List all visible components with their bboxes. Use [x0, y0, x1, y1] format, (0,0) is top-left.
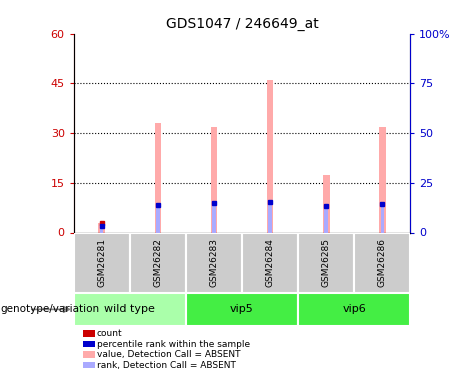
- Bar: [323, 174, 330, 232]
- Title: GDS1047 / 246649_at: GDS1047 / 246649_at: [165, 17, 319, 32]
- Text: rank, Detection Call = ABSENT: rank, Detection Call = ABSENT: [97, 361, 236, 370]
- Bar: [130, 232, 186, 292]
- Text: value, Detection Call = ABSENT: value, Detection Call = ABSENT: [97, 350, 240, 359]
- Bar: [100, 225, 103, 232]
- Bar: [242, 232, 298, 292]
- Bar: [298, 292, 410, 326]
- Bar: [267, 80, 273, 232]
- Text: GSM26285: GSM26285: [322, 238, 331, 287]
- Bar: [213, 202, 216, 232]
- Bar: [298, 232, 354, 292]
- Text: GSM26286: GSM26286: [378, 238, 387, 287]
- Text: GSM26281: GSM26281: [97, 238, 106, 287]
- Text: GSM26282: GSM26282: [154, 238, 162, 287]
- Text: percentile rank within the sample: percentile rank within the sample: [97, 340, 250, 349]
- Text: vip6: vip6: [343, 304, 366, 314]
- Bar: [186, 292, 298, 326]
- Bar: [211, 126, 217, 232]
- Bar: [325, 206, 328, 232]
- Bar: [186, 232, 242, 292]
- Bar: [74, 292, 186, 326]
- Text: GSM26283: GSM26283: [209, 238, 219, 287]
- Bar: [74, 232, 130, 292]
- Bar: [381, 204, 384, 232]
- Bar: [354, 232, 410, 292]
- Text: wild type: wild type: [104, 304, 155, 314]
- Text: GSM26284: GSM26284: [266, 238, 275, 287]
- Text: vip5: vip5: [230, 304, 254, 314]
- Text: count: count: [97, 329, 123, 338]
- Text: genotype/variation: genotype/variation: [0, 304, 99, 314]
- Bar: [99, 223, 105, 232]
- Bar: [268, 202, 272, 232]
- Bar: [156, 205, 160, 232]
- Bar: [154, 123, 161, 232]
- Bar: [379, 126, 385, 232]
